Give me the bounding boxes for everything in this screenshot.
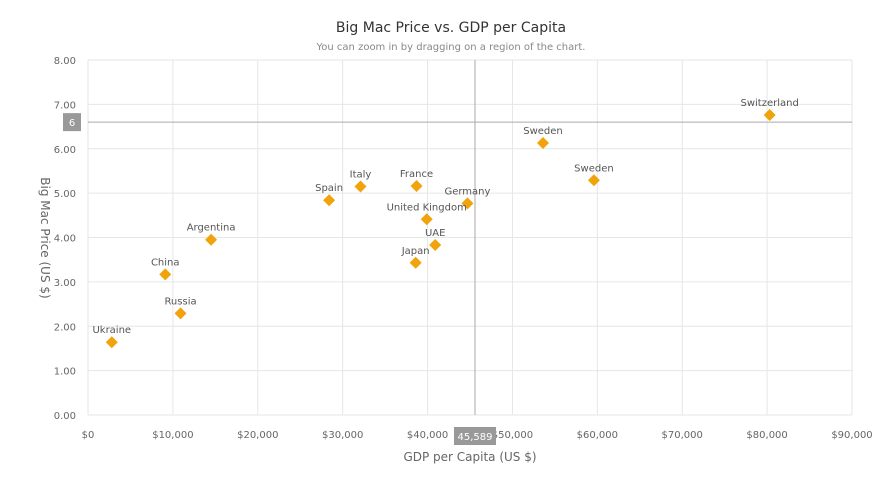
data-point-label: Japan [401, 246, 430, 257]
data-point-label: Germany [444, 186, 490, 197]
x-tick-label: $60,000 [577, 430, 618, 441]
data-point-label: Argentina [187, 223, 236, 234]
y-tick-label: 5.00 [54, 189, 76, 200]
crosshair-x-label: 45,589 [457, 432, 492, 443]
data-point-label: France [400, 169, 433, 180]
y-tick-label: 7.00 [54, 100, 76, 111]
crosshair-x-badge [453, 427, 496, 445]
y-tick-label: 1.00 [54, 367, 76, 378]
y-tick-label: 2.00 [54, 322, 76, 333]
x-tick-label: $50,000 [492, 430, 533, 441]
data-point-label: Italy [350, 169, 372, 180]
data-point[interactable] [105, 336, 118, 349]
y-tick-label: 4.00 [54, 234, 76, 245]
x-tick-label: $30,000 [322, 430, 363, 441]
data-point-label: UAE [425, 228, 445, 239]
chart-title: Big Mac Price vs. GDP per Capita [336, 20, 566, 36]
data-point-label: Spain [315, 183, 343, 194]
crosshair-y-badge [63, 113, 81, 132]
data-point[interactable] [587, 174, 600, 187]
y-tick-label: 6.00 [54, 145, 76, 156]
y-tick-label: 3.00 [54, 278, 76, 289]
data-point-label: Switzerland [740, 98, 798, 109]
data-point-label: Sweden [523, 126, 563, 137]
data-point[interactable] [461, 197, 474, 210]
x-tick-label: $10,000 [152, 430, 193, 441]
data-point[interactable] [537, 136, 550, 149]
data-point[interactable] [410, 180, 423, 193]
data-point-label: Ukraine [92, 325, 131, 336]
y-tick-label: 0.00 [54, 411, 76, 422]
data-point-label: United Kingdom [387, 202, 467, 213]
x-tick-label: $40,000 [407, 430, 448, 441]
data-point-label: Russia [164, 296, 196, 307]
x-tick-label: $20,000 [237, 430, 278, 441]
y-tick-label: 8.00 [54, 56, 76, 67]
data-point-label: Sweden [574, 163, 614, 174]
y-axis-title: Big Mac Price (US $) [38, 177, 52, 298]
crosshair-y-label: 6 [69, 118, 75, 129]
data-point[interactable] [323, 194, 336, 207]
data-point[interactable] [354, 180, 367, 193]
x-tick-label: $80,000 [746, 430, 787, 441]
data-point[interactable] [763, 109, 776, 122]
data-point[interactable] [429, 239, 442, 252]
x-tick-label: $90,000 [831, 430, 872, 441]
data-point[interactable] [409, 256, 422, 269]
data-point-label: China [151, 257, 180, 268]
x-axis-title: GDP per Capita (US $) [403, 450, 536, 464]
data-point[interactable] [159, 268, 172, 281]
chart-subtitle: You can zoom in by dragging on a region … [316, 42, 586, 53]
data-point[interactable] [205, 233, 218, 246]
data-point[interactable] [420, 213, 433, 226]
data-point[interactable] [174, 307, 187, 320]
x-tick-label: $0 [82, 430, 95, 441]
x-tick-label: $70,000 [662, 430, 703, 441]
